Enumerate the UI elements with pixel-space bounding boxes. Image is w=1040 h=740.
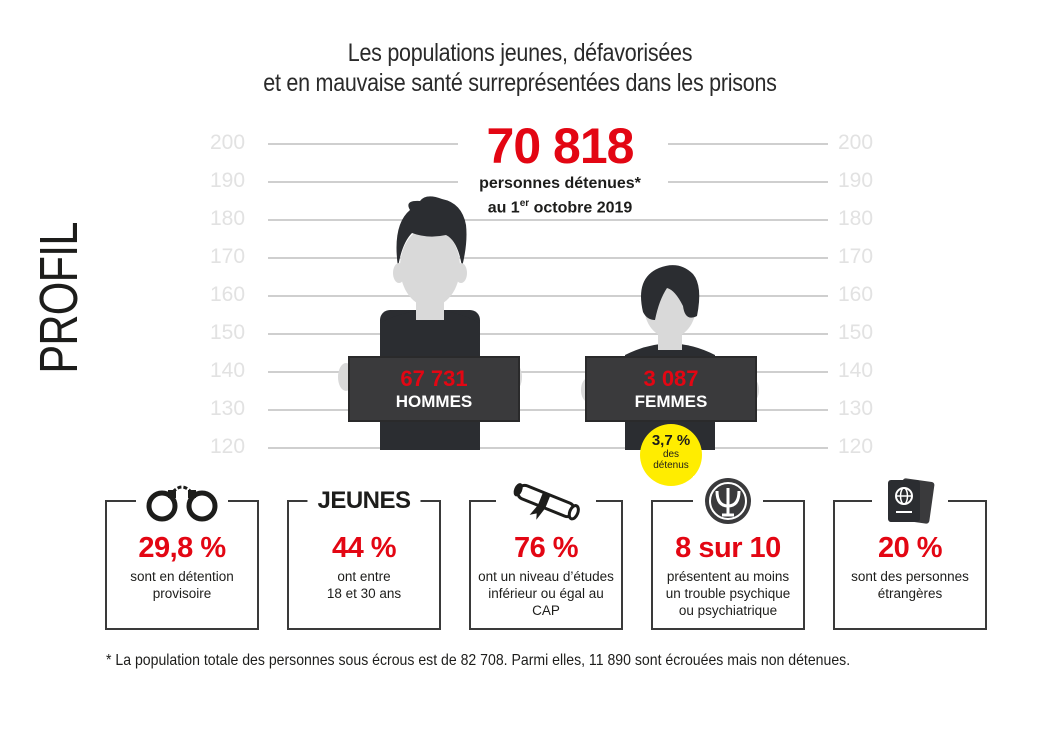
card-desc-line: inférieur ou égal au CAP — [488, 586, 604, 618]
handcuffs-icon — [146, 485, 218, 522]
height-line — [268, 257, 828, 259]
stat-card-mental-health: 8 sur 10 présentent au moins un trouble … — [651, 476, 805, 630]
height-tick: 170 — [838, 245, 874, 268]
card-description: ont entre 18 et 30 ans — [293, 568, 435, 602]
diploma-icon — [513, 483, 580, 521]
men-value: 67 731 — [400, 366, 468, 391]
card-desc-line: provisoire — [152, 586, 212, 601]
women-sign: 3 087 FEMMES — [585, 356, 757, 422]
total-label-post: octobre 2019 — [529, 199, 633, 217]
height-line — [268, 371, 828, 373]
height-tick: 120 — [210, 435, 246, 458]
height-tick: 180 — [838, 207, 874, 230]
card-value: 20 % — [877, 532, 943, 564]
card-icon-wrap — [136, 476, 228, 526]
stat-card-foreigners: 20 % sont des personnes étrangères — [833, 476, 987, 630]
card-value: 8 sur 10 — [675, 532, 781, 564]
psi-icon — [705, 478, 751, 524]
footnote: * La population totale des personnes sou… — [106, 652, 851, 669]
card-desc-line: un trouble psychique — [665, 586, 791, 601]
total-label-line-2: au 1er octobre 2019 — [460, 194, 660, 218]
card-value: 29,8 % — [138, 532, 226, 564]
card-description: sont en détention provisoire — [111, 568, 253, 602]
height-line — [668, 181, 828, 183]
total-label-pre: au 1 — [487, 199, 520, 217]
card-desc-line: sont en détention — [130, 569, 234, 584]
card-desc-line: ou psychiatrique — [678, 603, 778, 618]
women-share-percent: 3,7 % — [651, 432, 691, 449]
total-label-sup: er — [519, 198, 530, 209]
height-line — [268, 447, 828, 449]
card-desc-line: sont des personnes — [851, 569, 969, 584]
passport-icon — [888, 478, 935, 524]
height-tick: 160 — [210, 283, 246, 306]
card-icon-wrap — [496, 476, 596, 526]
height-line — [268, 295, 828, 297]
height-tick: 200 — [210, 131, 246, 154]
card-icon-wrap: JEUNES — [307, 476, 421, 526]
height-tick: 120 — [838, 435, 874, 458]
height-tick: 130 — [838, 397, 874, 420]
height-tick: 130 — [210, 397, 246, 420]
stat-card-detention: 29,8 % sont en détention provisoire — [105, 476, 259, 630]
card-desc-line: étrangères — [877, 586, 943, 601]
height-tick: 170 — [210, 245, 246, 268]
card-desc-line: ont un niveau d’études — [478, 569, 614, 584]
height-tick: 180 — [210, 207, 246, 230]
men-sign: 67 731 HOMMES — [348, 356, 520, 422]
total-block: 70 818 personnes détenues* au 1er octobr… — [460, 118, 660, 218]
stat-card-education: 76 % ont un niveau d’études inférieur ou… — [469, 476, 623, 630]
women-label: FEMMES — [634, 392, 708, 411]
women-value: 3 087 — [643, 366, 699, 391]
height-tick: 150 — [210, 321, 246, 344]
total-value: 70 818 — [486, 118, 635, 174]
card-desc-line: ont entre — [337, 569, 391, 584]
page-title: Les populations jeunes, défavorisées et … — [73, 38, 967, 98]
height-tick: 150 — [838, 321, 874, 344]
height-tick: 190 — [838, 169, 874, 192]
total-label-line-1: personnes détenues* — [479, 175, 641, 192]
height-line — [268, 219, 828, 221]
card-icon-wrap — [872, 476, 948, 526]
women-share-caption-1: des — [662, 449, 680, 460]
card-value: 76 % — [513, 532, 579, 564]
women-share-badge: 3,7 % des détenus — [640, 424, 702, 486]
height-tick: 140 — [838, 359, 874, 382]
height-chart: 200 190 180 170 160 150 140 130 120 200 … — [210, 118, 874, 458]
height-tick: 160 — [838, 283, 874, 306]
height-line — [668, 143, 828, 145]
title-line-1: Les populations jeunes, défavorisées — [347, 39, 693, 67]
height-tick: 200 — [838, 131, 874, 154]
card-value: 44 % — [331, 532, 397, 564]
stat-card-youth: JEUNES 44 % ont entre 18 et 30 ans — [287, 476, 441, 630]
women-share-caption-2: détenus — [653, 460, 689, 471]
card-desc-line: présentent au moins — [666, 569, 790, 584]
card-heading-word: JEUNES — [317, 487, 411, 514]
height-line — [268, 333, 828, 335]
card-icon-wrap — [693, 476, 763, 526]
men-label: HOMMES — [395, 392, 473, 411]
height-tick: 190 — [210, 169, 246, 192]
card-description: sont des personnes étrangères — [839, 568, 981, 602]
height-line — [268, 181, 458, 183]
card-desc-line: 18 et 30 ans — [326, 586, 402, 601]
card-description: ont un niveau d’études inférieur ou égal… — [475, 568, 617, 619]
height-line — [268, 409, 828, 411]
title-line-2: et en mauvaise santé surreprésentées dan… — [263, 69, 777, 97]
height-tick: 140 — [210, 359, 246, 382]
height-line — [268, 143, 458, 145]
card-description: présentent au moins un trouble psychique… — [657, 568, 799, 619]
